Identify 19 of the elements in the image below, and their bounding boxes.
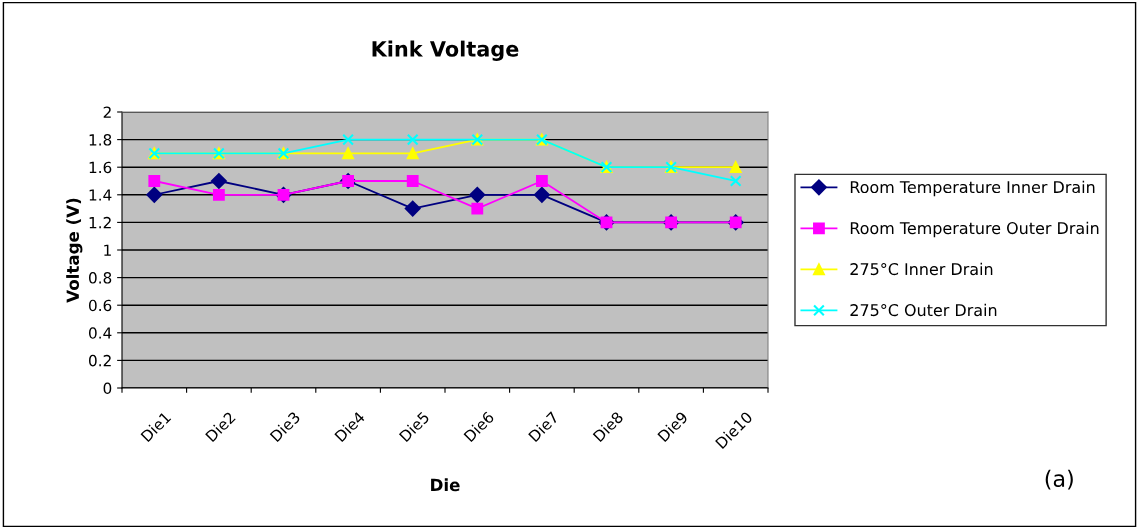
y-tick-label: 1.6 xyxy=(89,161,112,174)
legend-label: 275°C Outer Drain xyxy=(850,303,997,317)
y-tick-label: 0 xyxy=(103,382,112,395)
text: (a) xyxy=(1045,469,1073,490)
y-tick-label: 0.6 xyxy=(88,299,112,312)
y-tick-label: 0.8 xyxy=(88,272,112,284)
chart-title: Kink Voltage xyxy=(372,40,519,61)
y-tick-label: 1.8 xyxy=(89,134,112,146)
y-tick-label: 1 xyxy=(104,244,111,256)
legend-label: 275°C Inner Drain xyxy=(850,262,993,276)
y-tick-label: 2 xyxy=(103,106,111,118)
y-axis-title: Voltage (V) xyxy=(66,198,83,303)
x-axis-title: Die xyxy=(431,478,460,492)
y-tick-label: 0.4 xyxy=(88,327,112,339)
y-tick-label: 1.4 xyxy=(89,189,112,201)
legend-label: Room Temperature Inner Drain xyxy=(850,180,1095,197)
legend-label: Room Temperature Outer Drain xyxy=(850,221,1099,238)
y-tick-label: 1.2 xyxy=(89,216,111,229)
y-tick-label: 0.2 xyxy=(88,354,111,367)
